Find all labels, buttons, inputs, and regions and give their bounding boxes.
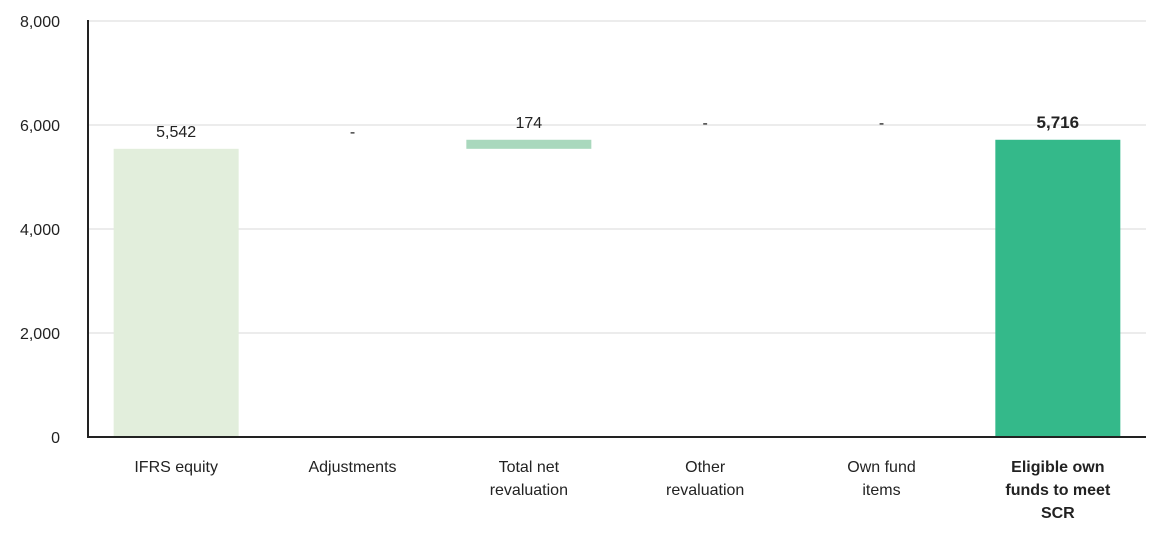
axes (87, 20, 1146, 438)
category-label: Other (685, 459, 726, 476)
data-label: - (350, 124, 355, 141)
category-label: Eligible own (1011, 459, 1104, 476)
bar (466, 139, 592, 149)
category-label: Total net (499, 459, 560, 476)
data-label: 5,542 (156, 124, 196, 141)
y-tick-label: 8,000 (20, 14, 60, 31)
gridlines (88, 20, 1146, 334)
y-tick-label: 0 (51, 430, 60, 447)
category-label: Adjustments (308, 459, 396, 476)
bar (113, 148, 239, 438)
labels: 0 2,000 4,000 6,000 8,000 IFRS equity Adjustme… (20, 14, 1111, 522)
category-label: revaluation (490, 482, 568, 499)
y-tick-label: 6,000 (20, 118, 60, 135)
category-label: items (862, 482, 900, 499)
bars (113, 139, 1121, 438)
data-label: 5,716 (1037, 113, 1080, 132)
category-label: SCR (1041, 505, 1075, 522)
y-tick-label: 2,000 (20, 326, 60, 343)
data-label: - (879, 115, 884, 132)
category-label: IFRS equity (134, 459, 218, 476)
category-label: Own fund (847, 459, 915, 476)
category-label: revaluation (666, 482, 744, 499)
category-label: funds to meet (1005, 482, 1111, 499)
data-label: 174 (515, 115, 542, 132)
data-label: - (703, 115, 708, 132)
y-tick-label: 4,000 (20, 222, 60, 239)
bar (995, 139, 1121, 437)
